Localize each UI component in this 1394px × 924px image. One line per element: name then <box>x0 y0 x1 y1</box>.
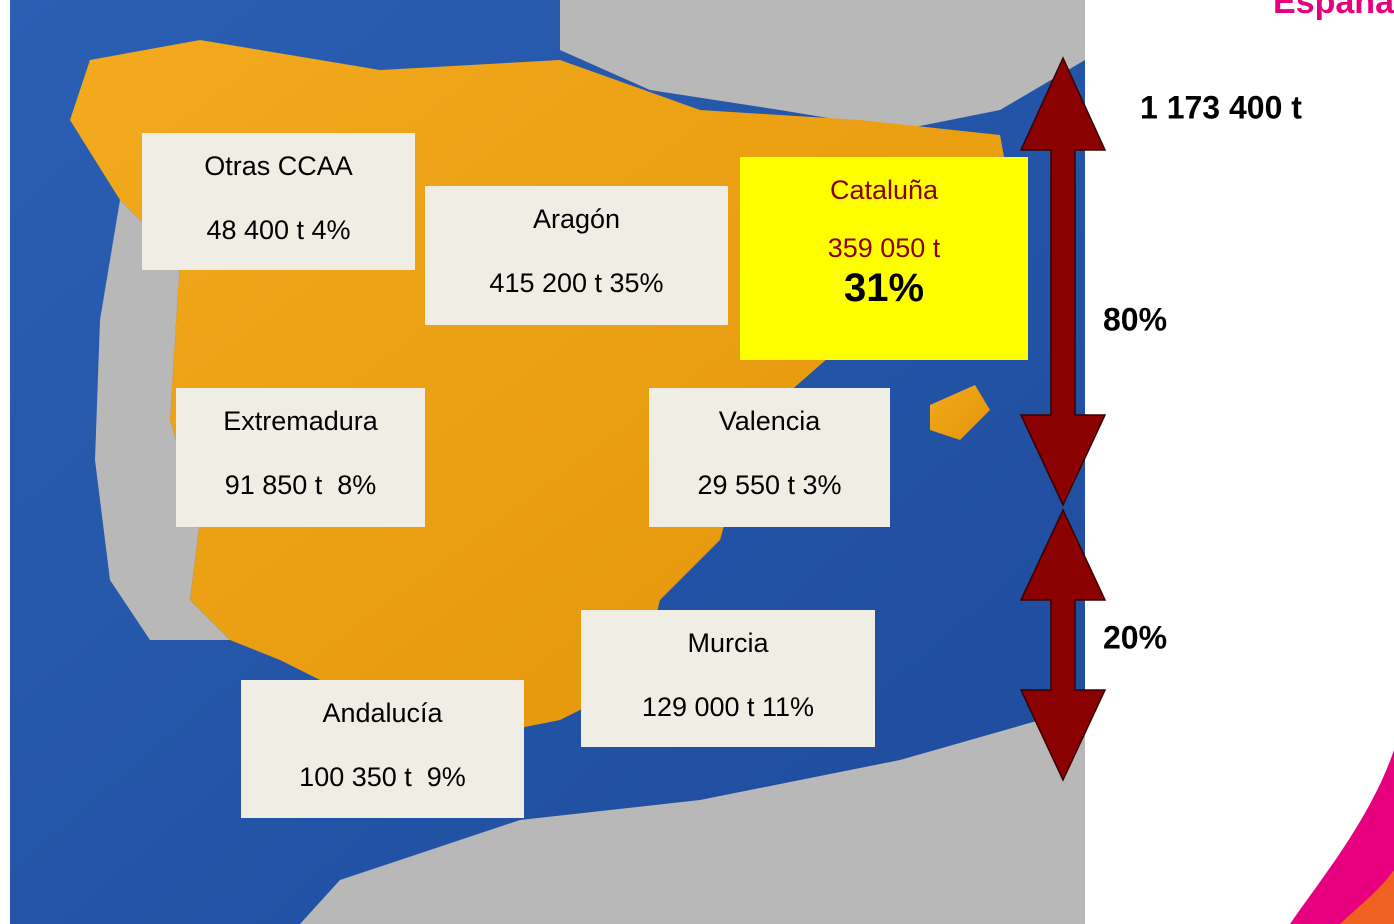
region-value: 48 400 t 4% <box>206 215 351 245</box>
region-box: Extremadura 91 850 t 8% <box>176 388 425 527</box>
decoration <box>1290 750 1394 924</box>
region-box: Valencia 29 550 t 3% <box>649 388 890 527</box>
france <box>560 0 1085 130</box>
region-value: 100 350 t 9% <box>299 762 466 792</box>
total: 1 173 400 t <box>1140 89 1302 125</box>
region-name: Valencia <box>718 406 821 436</box>
region-name: Otras CCAA <box>204 151 353 181</box>
region-name: Andalucía <box>322 698 443 728</box>
decoration <box>1340 870 1394 924</box>
region-box: Otras CCAA 48 400 t 4% <box>142 133 415 270</box>
region-value: 415 200 t 35% <box>489 268 664 298</box>
balearic <box>930 385 990 440</box>
region-name: Murcia <box>687 628 769 658</box>
africa <box>300 700 1085 924</box>
region-name: Cataluña <box>829 175 939 205</box>
region-box: Andalucía 100 350 t 9% <box>241 680 524 818</box>
region-box: Murcia 129 000 t 11% <box>581 610 875 747</box>
arrow <box>1019 56 1107 507</box>
region-value: 359 050 t <box>827 233 941 263</box>
region-value: 31% <box>843 266 925 310</box>
portugal <box>95 200 230 640</box>
title: España <box>1273 0 1394 21</box>
region-value: 29 550 t 3% <box>697 470 842 500</box>
region-box: Aragón 415 200 t 35% <box>425 186 728 325</box>
region-box: Cataluña 359 050 t 31% <box>740 157 1028 360</box>
region-value: 129 000 t 11% <box>641 692 815 722</box>
region-value: 91 850 t 8% <box>224 470 377 500</box>
region-name: Aragón <box>532 204 621 234</box>
arrow-label: 80% <box>1103 301 1167 337</box>
arrow <box>1019 508 1107 782</box>
region-name: Extremadura <box>223 406 378 436</box>
arrow-label: 20% <box>1103 619 1167 655</box>
